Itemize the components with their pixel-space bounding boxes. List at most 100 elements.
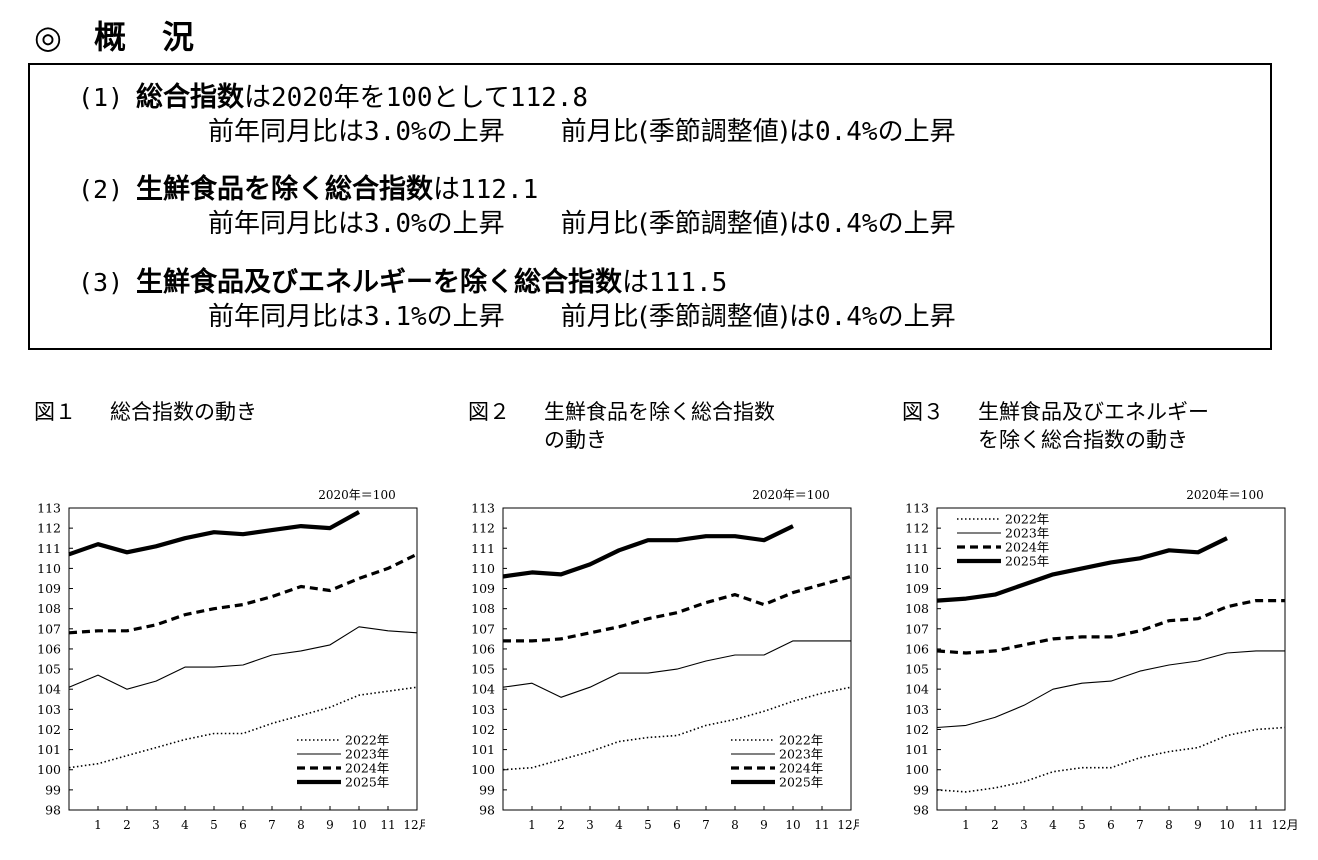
yoy-label: 前年同月比は	[208, 117, 365, 147]
yoy-suffix: の上昇	[426, 117, 505, 147]
figure-title-line2: の動き	[544, 428, 607, 452]
y-tick-label: 100	[905, 762, 929, 777]
summary-change-line: 前年同月比は3.1%の上昇 前月比(季節調整値)は0.4%の上昇	[78, 300, 956, 334]
particle: は	[433, 174, 460, 205]
index-value: 112.1	[460, 175, 539, 205]
x-tick-label: 10	[1219, 818, 1234, 832]
y-tick-label: 108	[905, 601, 929, 616]
mom-label: 前月比(季節調整値)は	[560, 117, 815, 147]
y-tick-label: 110	[37, 561, 61, 576]
y-tick-label: 102	[37, 722, 61, 737]
y-tick-label: 99	[45, 782, 61, 797]
index-label: 生鮮食品を除く総合指数	[136, 174, 433, 205]
summary-headline: (2) 生鮮食品を除く総合指数は112.1	[78, 173, 956, 207]
x-tick-label: 2	[991, 818, 999, 832]
y-tick-label: 99	[913, 782, 929, 797]
summary-change-line: 前年同月比は3.0%の上昇 前月比(季節調整値)は0.4%の上昇	[78, 115, 956, 149]
item-number: (1)	[78, 83, 124, 112]
y-tick-label: 103	[905, 702, 929, 717]
x-tick-label: 11	[814, 818, 829, 832]
summary-item-1: (1) 総合指数は2020年を100として112.8 前年同月比は3.0%の上昇前…	[78, 81, 956, 149]
legend-label: 2025年	[779, 775, 823, 790]
x-tick-label: 10	[785, 818, 800, 832]
yoy-suffix: の上昇	[426, 302, 505, 332]
summary-headline: (1) 総合指数は2020年を100として112.8	[78, 81, 956, 115]
y-tick-label: 111	[471, 541, 495, 556]
series-line-2023年	[68, 626, 418, 690]
series-line-2025年	[936, 536, 1228, 603]
mom-suffix: の上昇	[877, 209, 956, 239]
y-tick-label: 112	[37, 521, 61, 536]
legend-label: 2023年	[779, 747, 823, 762]
mom-value: 0.4%	[814, 302, 878, 332]
index-value: 111.5	[649, 268, 728, 298]
series-line-2024年	[503, 574, 852, 643]
index-label: 生鮮食品及びエネルギーを除く総合指数	[136, 267, 622, 298]
y-tick-label: 107	[37, 621, 61, 636]
yoy-value: 3.1%	[364, 302, 427, 332]
x-tick-label: 3	[1020, 818, 1028, 832]
figure-title-line2: を除く総合指数の動き	[978, 428, 1188, 452]
x-tick-label: 9	[1194, 818, 1202, 832]
yoy-label: 前年同月比は	[208, 209, 365, 239]
x-tick-label: 9	[326, 818, 334, 832]
yoy-value: 3.0%	[364, 117, 427, 147]
mom-suffix: の上昇	[877, 302, 956, 332]
y-tick-label: 98	[913, 803, 929, 818]
x-tick-label: 5	[644, 818, 652, 832]
index-label: 総合指数	[136, 82, 244, 113]
legend-label: 2022年	[345, 733, 389, 748]
mom-label: 前月比(季節調整値)は	[560, 209, 815, 239]
x-tick-label: 4	[1049, 818, 1057, 832]
y-tick-label: 109	[37, 581, 61, 596]
figure-3-title: 図３ 生鮮食品及びエネルギー を除く総合指数の動き	[902, 398, 1209, 454]
mom-value: 0.4%	[814, 117, 878, 147]
x-tick-label: 1	[94, 818, 102, 832]
y-tick-label: 106	[905, 641, 929, 656]
x-tick-label: 10	[351, 818, 366, 832]
x-tick-label: 7	[702, 818, 710, 832]
x-tick-label: 7	[268, 818, 276, 832]
y-tick-label: 106	[37, 641, 61, 656]
y-tick-label: 101	[37, 742, 61, 757]
series-line-2025年	[502, 524, 794, 579]
figure-title-line1: 生鮮食品を除く総合指数	[544, 400, 775, 424]
item-number: (3)	[78, 268, 124, 297]
series-line-2023年	[936, 650, 1285, 729]
x-tick-label: 3	[586, 818, 594, 832]
x-tick-label: 11	[1248, 818, 1263, 832]
series-line-2022年	[68, 686, 418, 769]
series-line-2024年	[68, 552, 418, 635]
y-tick-label: 112	[905, 521, 929, 536]
x-tick-label: 3	[152, 818, 160, 832]
base-note: 2020年＝100	[752, 488, 829, 502]
series-line-2022年	[936, 726, 1286, 793]
chart-2: 2020年＝1009899100101102103104105106107108…	[471, 488, 859, 832]
chart-1: 2020年＝1009899100101102103104105106107108…	[37, 488, 425, 832]
heading-word-2: 況	[162, 18, 197, 56]
y-tick-label: 98	[479, 803, 495, 818]
x-tick-label: 7	[1136, 818, 1144, 832]
mom-suffix: の上昇	[877, 117, 956, 147]
summary-change-line: 前年同月比は3.0%の上昇 前月比(季節調整値)は0.4%の上昇	[78, 207, 956, 241]
index-value: 112.8	[509, 83, 589, 113]
figure-number: 図１	[34, 400, 76, 424]
y-tick-label: 101	[471, 742, 495, 757]
y-tick-label: 102	[905, 722, 929, 737]
x-tick-label: 1	[528, 818, 536, 832]
bullseye-icon: ◎	[34, 18, 64, 56]
yoy-suffix: の上昇	[426, 209, 505, 239]
legend-label: 2022年	[1005, 512, 1049, 527]
y-tick-label: 103	[37, 702, 61, 717]
y-tick-label: 108	[471, 601, 495, 616]
item-number: (2)	[78, 175, 124, 204]
y-tick-label: 109	[905, 581, 929, 596]
series-line-2024年	[936, 599, 1285, 655]
x-tick-label: 8	[731, 818, 739, 832]
x-tick-label: 12月	[403, 818, 425, 832]
y-tick-label: 98	[45, 803, 61, 818]
y-tick-label: 111	[37, 541, 61, 556]
series-line-2025年	[68, 510, 361, 557]
x-tick-label: 5	[210, 818, 218, 832]
summary-headline: (3) 生鮮食品及びエネルギーを除く総合指数は111.5	[78, 266, 956, 300]
